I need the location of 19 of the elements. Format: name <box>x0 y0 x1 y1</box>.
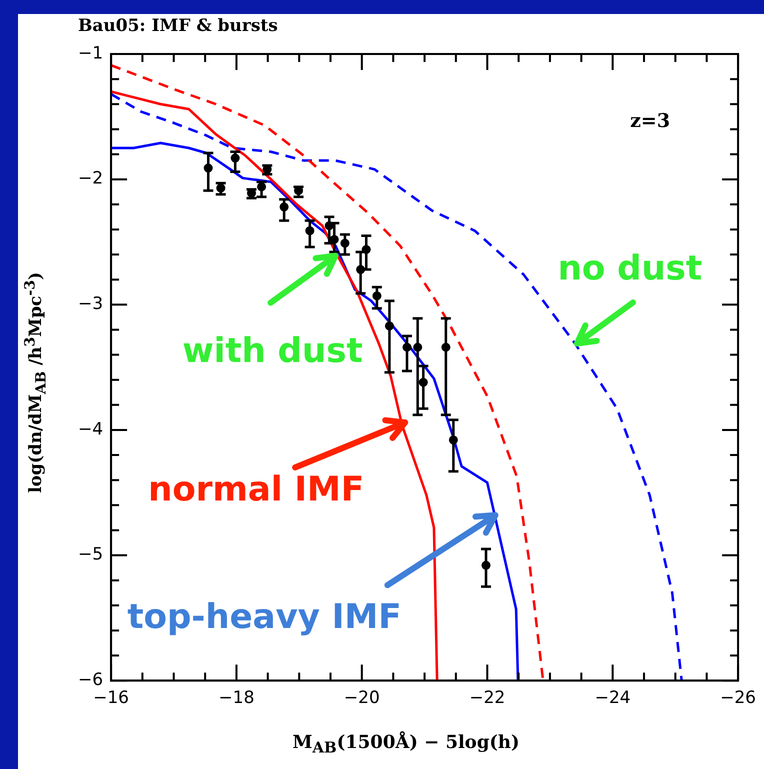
y-tick-label: −4 <box>78 419 104 440</box>
x-tick-label: −26 <box>720 688 756 708</box>
y-tick-label: −2 <box>78 168 104 189</box>
annotation: z=3 <box>630 110 670 132</box>
annotation: normal IMF <box>148 469 364 510</box>
y-tick-label: −6 <box>78 670 104 690</box>
annotation: no dust <box>558 248 702 288</box>
x-tick-label: −18 <box>218 688 254 708</box>
x-tick-label: −22 <box>469 688 506 708</box>
annotation: with dust <box>182 330 363 371</box>
annotation: top-heavy IMF <box>127 597 402 638</box>
x-tick-label: −24 <box>594 688 631 708</box>
chart-title: Bau05: IMF & bursts <box>78 16 278 36</box>
y-tick-label: −1 <box>78 43 104 64</box>
y-tick-label: −5 <box>78 544 104 565</box>
y-tick-label: −3 <box>78 294 104 314</box>
x-tick-label: −16 <box>93 688 130 708</box>
x-axis-title: M$_{AB}$(1500Å) − 5log(h) <box>291 732 521 757</box>
x-tick-label: −20 <box>344 688 380 708</box>
